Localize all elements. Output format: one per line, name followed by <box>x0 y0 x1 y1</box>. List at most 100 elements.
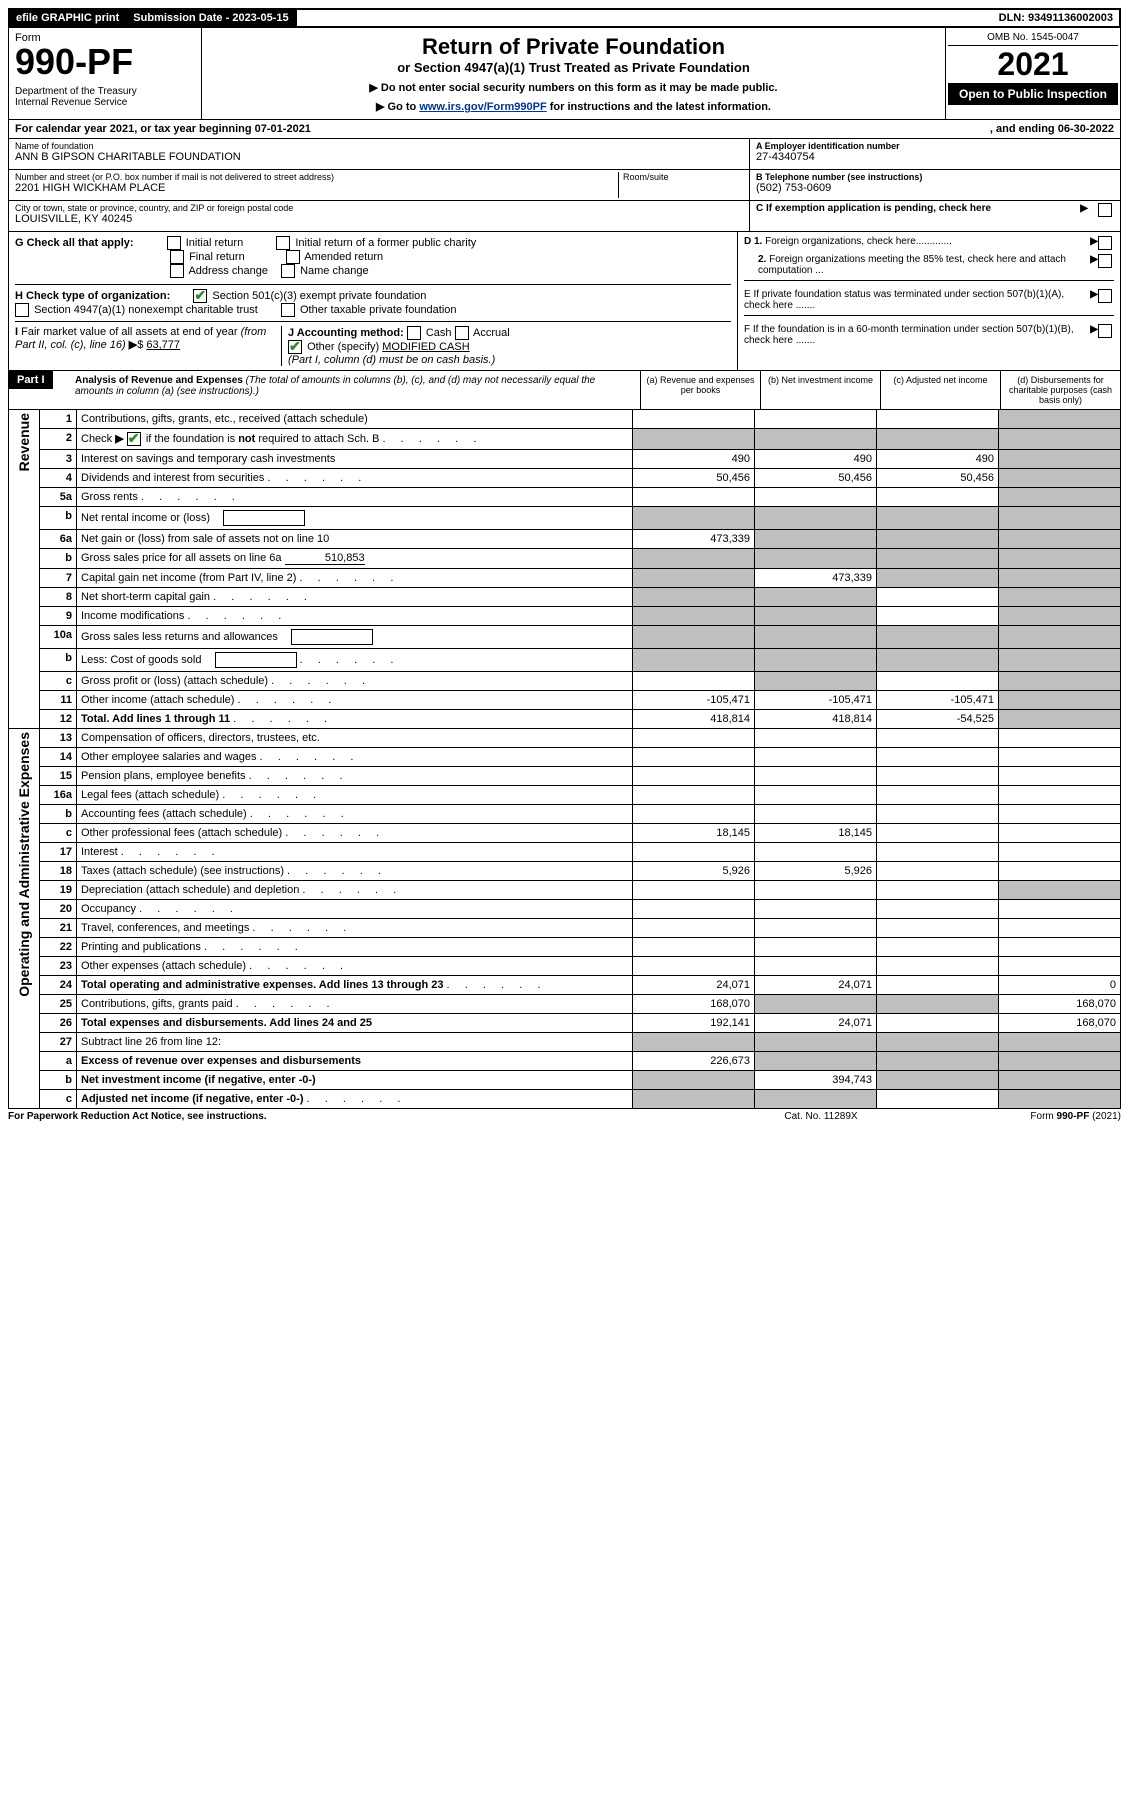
line-number: b <box>40 1071 77 1090</box>
line-description: Net rental income or (loss) <box>77 507 633 530</box>
amount-col-c <box>877 429 999 450</box>
g-initial-checkbox[interactable] <box>167 236 181 250</box>
g-initial-public-checkbox[interactable] <box>276 236 290 250</box>
line-description: Subtract line 26 from line 12: <box>77 1033 633 1052</box>
line-description: Pension plans, employee benefits . . . .… <box>77 767 633 786</box>
g-address-checkbox[interactable] <box>170 264 184 278</box>
amount-col-b <box>755 1090 877 1109</box>
h-row: H Check type of organization: Section 50… <box>15 284 731 317</box>
c-checkbox[interactable] <box>1098 203 1112 217</box>
amount-col-a <box>633 488 755 507</box>
line-description: Other expenses (attach schedule) . . . .… <box>77 957 633 976</box>
amount-col-a <box>633 410 755 429</box>
j-accrual-checkbox[interactable] <box>455 326 469 340</box>
city-cell: City or town, state or province, country… <box>9 201 749 231</box>
amount-col-c <box>877 881 999 900</box>
amount-col-a <box>633 429 755 450</box>
d2-checkbox[interactable] <box>1098 254 1112 268</box>
line-description: Occupancy . . . . . . <box>77 900 633 919</box>
line-description: Gross profit or (loss) (attach schedule)… <box>77 672 633 691</box>
line-number: 16a <box>40 786 77 805</box>
amount-col-c <box>877 729 999 748</box>
col-c-header: (c) Adjusted net income <box>880 371 1000 409</box>
table-row: bNet rental income or (loss) <box>9 507 1121 530</box>
fmv-value: 63,777 <box>146 339 180 351</box>
amount-col-d <box>999 569 1121 588</box>
amount-col-b <box>755 488 877 507</box>
address-cell: Number and street (or P.O. box number if… <box>9 170 749 201</box>
amount-col-b: 490 <box>755 450 877 469</box>
amount-col-c <box>877 957 999 976</box>
footer-mid: Cat. No. 11289X <box>721 1111 921 1122</box>
line-description: Excess of revenue over expenses and disb… <box>77 1052 633 1071</box>
amount-col-c <box>877 748 999 767</box>
d1-checkbox[interactable] <box>1098 236 1112 250</box>
amount-col-b <box>755 805 877 824</box>
amount-col-a: -105,471 <box>633 691 755 710</box>
line-description: Total expenses and disbursements. Add li… <box>77 1014 633 1033</box>
table-row: 9Income modifications . . . . . . <box>9 607 1121 626</box>
irs-link[interactable]: www.irs.gov/Form990PF <box>419 101 546 113</box>
f-checkbox[interactable] <box>1098 324 1112 338</box>
amount-col-c <box>877 995 999 1014</box>
g-final-checkbox[interactable] <box>170 250 184 264</box>
table-row: 18Taxes (attach schedule) (see instructi… <box>9 862 1121 881</box>
part1-table: Revenue1Contributions, gifts, grants, et… <box>8 410 1121 1109</box>
e-checkbox[interactable] <box>1098 289 1112 303</box>
amount-col-a <box>633 748 755 767</box>
line-number: 12 <box>40 710 77 729</box>
foundation-name-cell: Name of foundation ANN B GIPSON CHARITAB… <box>9 139 749 170</box>
amount-col-b <box>755 900 877 919</box>
amount-col-a: 418,814 <box>633 710 755 729</box>
header-right: OMB No. 1545-0047 2021 Open to Public In… <box>945 28 1120 119</box>
h-4947-checkbox[interactable] <box>15 303 29 317</box>
line-number: 5a <box>40 488 77 507</box>
line-description: Capital gain net income (from Part IV, l… <box>77 569 633 588</box>
col-d-header: (d) Disbursements for charitable purpose… <box>1000 371 1120 409</box>
amount-col-c <box>877 843 999 862</box>
table-row: 25Contributions, gifts, grants paid . . … <box>9 995 1121 1014</box>
line-description: Gross sales price for all assets on line… <box>77 549 633 569</box>
amount-col-b: -105,471 <box>755 691 877 710</box>
line-description: Taxes (attach schedule) (see instruction… <box>77 862 633 881</box>
amount-col-d <box>999 1033 1121 1052</box>
amount-col-c <box>877 1033 999 1052</box>
submission-date: Submission Date - 2023-05-15 <box>127 10 296 26</box>
line-description: Interest . . . . . . <box>77 843 633 862</box>
line-number: 24 <box>40 976 77 995</box>
table-row: 24Total operating and administrative exp… <box>9 976 1121 995</box>
table-row: 19Depreciation (attach schedule) and dep… <box>9 881 1121 900</box>
amount-col-c <box>877 976 999 995</box>
amount-col-d <box>999 748 1121 767</box>
amount-col-b <box>755 649 877 672</box>
h-other-checkbox[interactable] <box>281 303 295 317</box>
g-row: G Check all that apply: Initial return I… <box>15 236 731 278</box>
line-description: Total. Add lines 1 through 11 . . . . . … <box>77 710 633 729</box>
amount-col-d <box>999 507 1121 530</box>
table-row: 22Printing and publications . . . . . . <box>9 938 1121 957</box>
amount-col-d: 0 <box>999 976 1121 995</box>
line-number: c <box>40 1090 77 1109</box>
col-b-header: (b) Net investment income <box>760 371 880 409</box>
revenue-side-label: Revenue <box>9 410 40 729</box>
line-number: 13 <box>40 729 77 748</box>
j-other-checkbox[interactable] <box>288 340 302 354</box>
line-number: 1 <box>40 410 77 429</box>
amount-col-b <box>755 919 877 938</box>
line-number: 3 <box>40 450 77 469</box>
section-g-j: G Check all that apply: Initial return I… <box>8 232 1121 371</box>
amount-col-c <box>877 607 999 626</box>
h-501c3-checkbox[interactable] <box>193 289 207 303</box>
g-name-checkbox[interactable] <box>281 264 295 278</box>
line-number: 20 <box>40 900 77 919</box>
line-description: Adjusted net income (if negative, enter … <box>77 1090 633 1109</box>
amount-col-b <box>755 410 877 429</box>
j-cash-checkbox[interactable] <box>407 326 421 340</box>
amount-col-d <box>999 824 1121 843</box>
efile-badge: efile GRAPHIC print <box>10 10 127 26</box>
line-description: Net investment income (if negative, ente… <box>77 1071 633 1090</box>
top-bar: efile GRAPHIC print Submission Date - 20… <box>8 8 1121 28</box>
line-number: 7 <box>40 569 77 588</box>
amount-col-a <box>633 881 755 900</box>
g-amended-checkbox[interactable] <box>286 250 300 264</box>
